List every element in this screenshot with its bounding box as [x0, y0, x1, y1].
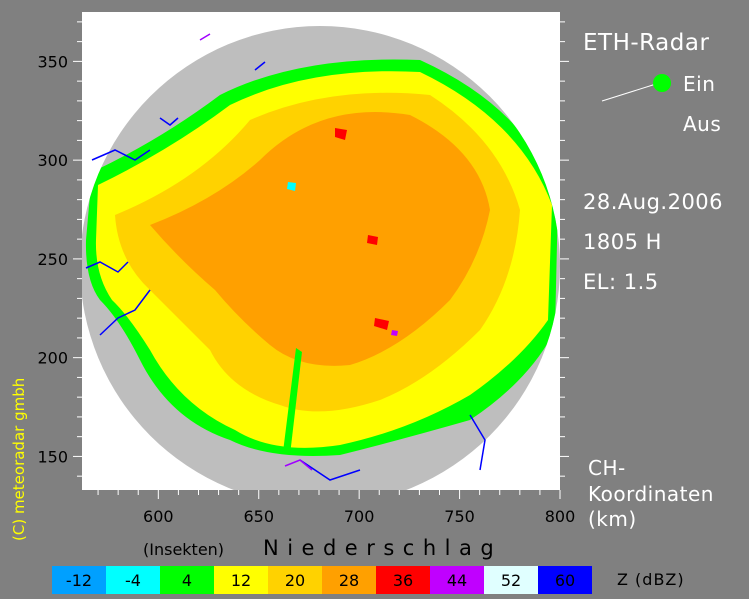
- scale-step: 20: [268, 566, 322, 594]
- reflectivity-color-scale: -12 -4 4 12 20 28 36 44 52 60: [52, 566, 592, 594]
- scale-step: 36: [376, 566, 430, 594]
- scale-step: -4: [106, 566, 160, 594]
- y-tick-label: 150: [37, 447, 68, 466]
- scale-step: 60: [538, 566, 592, 594]
- x-tick-label: 700: [344, 507, 375, 526]
- scale-step: -12: [52, 566, 106, 594]
- precipitation-field: [85, 59, 558, 456]
- y-tick-label: 250: [37, 250, 68, 269]
- legend-on-marker: [601, 74, 671, 102]
- scale-step: 12: [214, 566, 268, 594]
- x-tick-label: 600: [143, 507, 174, 526]
- lake-lines: [199, 33, 313, 471]
- x-tick-label: 800: [545, 507, 576, 526]
- scale-step: 28: [322, 566, 376, 594]
- scale-step: 4: [160, 566, 214, 594]
- axes: 600 650 700 750 800 150 200 250 300 350: [37, 21, 576, 526]
- coord-system-label: CH-: [588, 456, 626, 480]
- on-indicator-dot: [653, 74, 671, 92]
- echo-red-core-3: [374, 318, 389, 330]
- scale-step: 52: [484, 566, 538, 594]
- echo-red-core-1: [335, 128, 347, 140]
- x-tick-label: 750: [444, 507, 475, 526]
- date-label: 28.Aug.2006: [583, 190, 724, 214]
- y-tick-label: 300: [37, 151, 68, 170]
- y-tick-label: 200: [37, 349, 68, 368]
- copyright-text: (C) meteoradar gmbh: [10, 377, 28, 541]
- legend-off-label: Aus: [683, 112, 722, 136]
- coord-system-label-2: Koordinaten: [588, 482, 714, 506]
- elevation-label: EL: 1.5: [583, 270, 659, 294]
- insects-label: (Insekten): [143, 540, 225, 559]
- time-label: 1805 H: [583, 230, 662, 254]
- echo-orange-area: [150, 112, 490, 366]
- insect-echo-cyan: [287, 182, 296, 191]
- x-tick-label: 650: [243, 507, 274, 526]
- y-tick-label: 350: [37, 52, 68, 71]
- coord-unit-label: (km): [588, 507, 637, 531]
- echo-purple-spot: [391, 330, 398, 336]
- reflectivity-unit-label: Z (dBZ): [617, 570, 685, 589]
- radar-title: ETH-Radar: [583, 30, 710, 56]
- echo-red-core-2: [367, 235, 378, 245]
- scale-step: 44: [430, 566, 484, 594]
- country-borders: [85, 61, 486, 481]
- clutter-streak: [283, 348, 302, 455]
- precipitation-label: Niederschlag: [263, 536, 503, 560]
- legend-on-label: Ein: [683, 72, 716, 96]
